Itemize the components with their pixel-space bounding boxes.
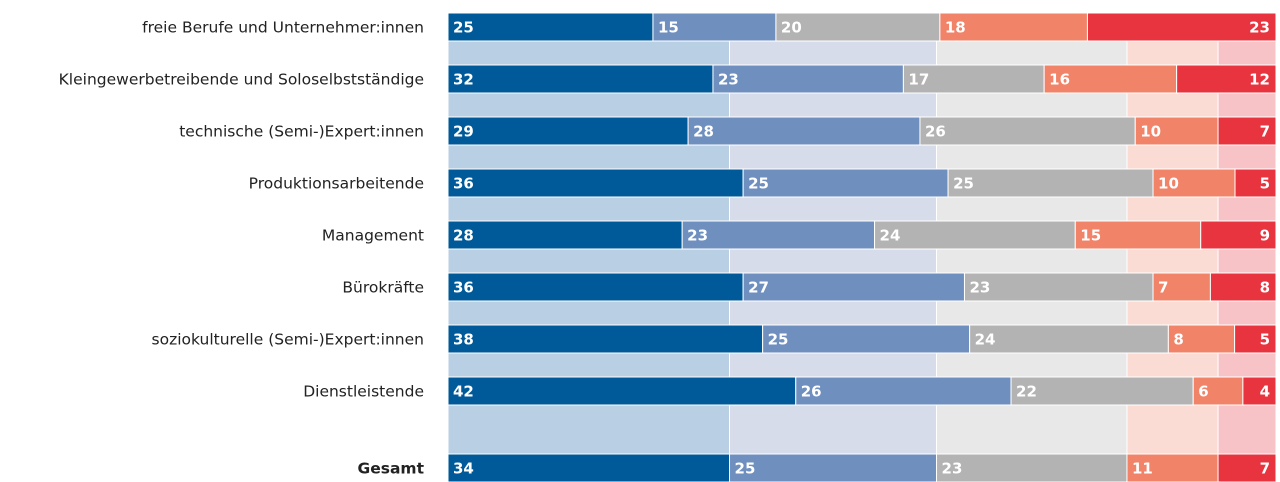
value-label: 15 [1080,227,1101,245]
bar-segment [795,376,1012,406]
value-label: 10 [1158,175,1179,193]
value-label: 32 [453,71,474,89]
value-label: 17 [908,71,929,89]
value-label: 22 [1016,383,1037,401]
value-label: 7 [1260,460,1270,478]
value-label: 8 [1260,279,1270,297]
bar-segment [1217,116,1277,146]
category-label: freie Berufe und Unternehmer:innen [142,19,424,37]
value-label: 25 [953,175,974,193]
bar-segment [969,324,1169,354]
category-label: soziokulturelle (Semi-)Expert:innen [152,331,424,349]
value-label: 23 [942,460,963,478]
bar-segment [447,453,731,482]
bar-segment [963,272,1154,302]
value-label: 23 [1249,19,1270,37]
value-label: 34 [453,460,474,478]
bar-segment [1217,453,1277,482]
value-label: 16 [1049,71,1070,89]
bar-segment [1234,324,1277,354]
bar-segment [1234,168,1277,198]
bar-segment [447,376,797,406]
bar-segment [939,12,1088,42]
value-label: 11 [1132,460,1153,478]
bar-segment [681,220,876,250]
value-label: 24 [975,331,996,349]
category-label: Kleingewerbetreibende und Soloselbststän… [59,71,424,89]
value-label: 26 [801,383,822,401]
value-label: 27 [748,279,769,297]
value-label: 9 [1260,227,1270,245]
bar-segment [447,168,744,198]
value-label: 7 [1158,279,1168,297]
bar-segment [447,64,714,94]
bar-segment [1209,272,1277,302]
bar-segment [874,220,1076,250]
bar-segment [1010,376,1194,406]
value-label: 36 [453,279,474,297]
value-label: 25 [748,175,769,193]
value-label: 26 [925,123,946,141]
category-label: Produktionsarbeitende [249,175,424,193]
bar-segment [947,168,1154,198]
value-label: 29 [453,123,474,141]
value-label: 5 [1260,331,1270,349]
bar-segment [447,116,689,146]
bar-segment [687,116,921,146]
bar-segment [919,116,1136,146]
category-label: Dienstleistende [303,383,424,401]
bar-segment [652,12,777,42]
value-label: 28 [453,227,474,245]
bar-segment [1200,220,1277,250]
value-label: 24 [880,227,901,245]
value-label: 28 [693,123,714,141]
value-label: 25 [735,460,756,478]
value-label: 42 [453,383,474,401]
bar-segment [712,64,904,94]
bar-segment [775,12,941,42]
value-label: 10 [1140,123,1161,141]
bar-segment [1242,376,1277,406]
bar-segment [1086,12,1277,42]
value-label: 6 [1198,383,1208,401]
value-label: 20 [781,19,802,37]
value-label: 38 [453,331,474,349]
bar-segment [1152,272,1211,302]
category-label: Gesamt [358,460,425,478]
value-label: 7 [1260,123,1270,141]
bar-segment [447,324,764,354]
bar-segment [447,12,654,42]
category-label: Bürokräfte [342,279,424,297]
bar-segment [447,220,683,250]
bar-segment [936,453,1128,482]
value-label: 4 [1260,383,1270,401]
bar-segment [1176,64,1277,94]
bar-segment [1192,376,1244,406]
value-label: 25 [453,19,474,37]
value-label: 12 [1249,71,1270,89]
bar-segment [447,272,744,302]
value-label: 5 [1260,175,1270,193]
value-label: 15 [658,19,679,37]
bar-segment [1074,220,1202,250]
value-label: 36 [453,175,474,193]
category-label: technische (Semi-)Expert:innen [179,123,424,141]
value-label: 23 [718,71,739,89]
value-label: 23 [687,227,708,245]
value-label: 18 [945,19,966,37]
category-label: Management [322,227,424,245]
bar-segment [729,453,938,482]
bar-segment [742,168,949,198]
value-label: 8 [1173,331,1183,349]
bar-segment [762,324,971,354]
bar-segment [742,272,965,302]
value-label: 23 [969,279,990,297]
value-label: 25 [768,331,789,349]
